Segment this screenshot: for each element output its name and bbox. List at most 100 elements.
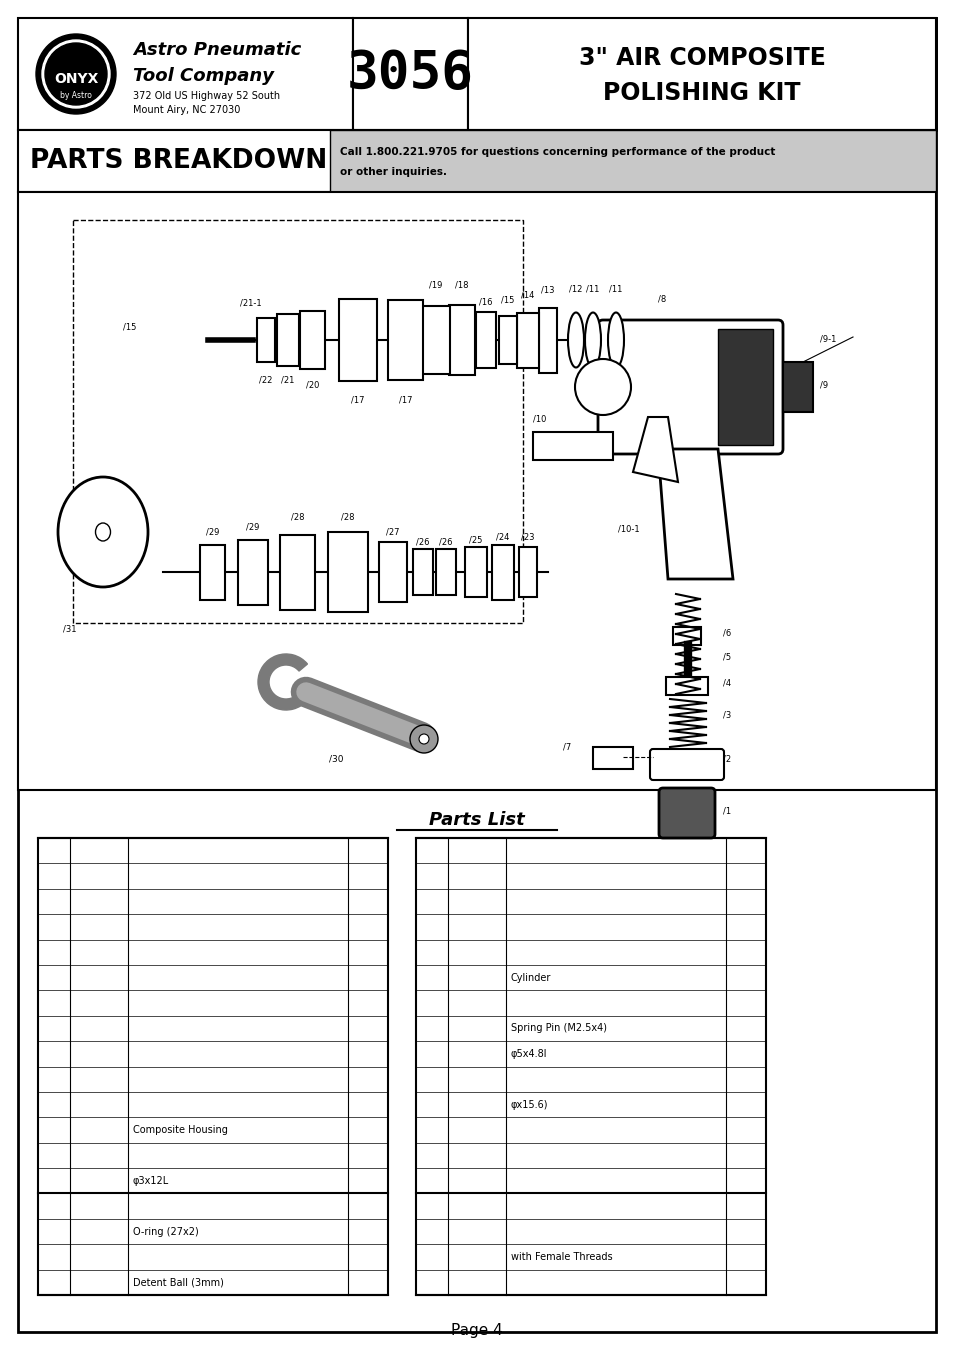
Text: /11: /11 — [586, 285, 599, 294]
Bar — [718, 329, 772, 446]
Bar — [413, 549, 433, 595]
Text: O-ring (27x2): O-ring (27x2) — [132, 1227, 198, 1237]
Bar — [533, 432, 613, 460]
Text: /14: /14 — [520, 290, 534, 300]
Bar — [18, 18, 935, 130]
Text: /29: /29 — [246, 522, 259, 532]
Text: /16: /16 — [478, 297, 493, 306]
Bar — [538, 308, 557, 373]
Text: or other inquiries.: or other inquiries. — [339, 167, 447, 177]
Text: /15: /15 — [123, 323, 136, 332]
Text: POLISHING KIT: POLISHING KIT — [602, 81, 800, 105]
Bar — [18, 130, 935, 192]
Bar — [328, 532, 368, 612]
Text: /21: /21 — [281, 375, 294, 385]
Text: ONYX: ONYX — [53, 72, 98, 86]
Bar — [18, 192, 935, 790]
Bar — [665, 676, 707, 695]
Text: Detent Ball (3mm): Detent Ball (3mm) — [132, 1277, 224, 1288]
Bar — [280, 535, 315, 609]
Bar — [338, 298, 376, 381]
Text: /18: /18 — [455, 281, 468, 289]
Circle shape — [45, 43, 107, 105]
Bar — [378, 541, 407, 602]
Bar — [468, 18, 935, 130]
Bar — [73, 220, 522, 622]
Text: /12: /12 — [569, 285, 582, 294]
Text: Astro Pneumatic: Astro Pneumatic — [132, 40, 301, 59]
Bar — [476, 312, 496, 369]
Circle shape — [410, 725, 437, 753]
Bar — [330, 130, 935, 192]
Text: /26: /26 — [416, 537, 429, 547]
Text: /26: /26 — [438, 537, 453, 547]
Text: φx15.6): φx15.6) — [511, 1100, 548, 1110]
Text: /28: /28 — [341, 513, 355, 521]
Text: Parts List: Parts List — [429, 811, 524, 829]
Polygon shape — [658, 450, 732, 579]
FancyBboxPatch shape — [659, 788, 714, 838]
Bar — [421, 306, 450, 374]
Text: /27: /27 — [386, 528, 399, 536]
Text: /20: /20 — [306, 381, 319, 390]
Ellipse shape — [567, 312, 583, 367]
Text: /9-1: /9-1 — [820, 335, 836, 344]
Text: /3: /3 — [722, 710, 731, 720]
Bar — [782, 362, 812, 412]
Bar — [517, 312, 538, 367]
Text: /30: /30 — [329, 755, 343, 764]
Text: Spring Pin (M2.5x4): Spring Pin (M2.5x4) — [511, 1023, 606, 1033]
Text: Mount Airy, NC 27030: Mount Airy, NC 27030 — [132, 105, 240, 115]
Text: by Astro: by Astro — [60, 92, 91, 100]
Circle shape — [575, 359, 630, 414]
Text: Page 4: Page 4 — [451, 1323, 502, 1338]
Ellipse shape — [95, 522, 111, 541]
Bar — [518, 547, 537, 597]
FancyBboxPatch shape — [598, 320, 782, 454]
Bar — [593, 747, 633, 769]
Bar — [449, 305, 475, 375]
Text: /23: /23 — [520, 532, 535, 541]
Bar — [256, 319, 274, 362]
Text: 3" AIR COMPOSITE: 3" AIR COMPOSITE — [578, 46, 824, 70]
Text: /25: /25 — [469, 536, 482, 544]
Text: Tool Company: Tool Company — [132, 68, 274, 85]
Text: Cylinder: Cylinder — [511, 972, 551, 983]
Text: 3056: 3056 — [347, 49, 474, 100]
Bar — [38, 838, 388, 1295]
Bar — [416, 838, 765, 1295]
Ellipse shape — [607, 312, 623, 367]
Text: /28: /28 — [291, 513, 304, 521]
Text: /24: /24 — [496, 532, 509, 541]
Circle shape — [42, 40, 110, 108]
Text: /4: /4 — [722, 678, 730, 687]
Text: /17: /17 — [351, 396, 364, 405]
Text: φ5x4.8l: φ5x4.8l — [511, 1049, 547, 1058]
Text: /1: /1 — [722, 806, 730, 815]
Text: /13: /13 — [540, 285, 554, 294]
Text: /15: /15 — [500, 296, 515, 305]
Wedge shape — [257, 653, 307, 710]
Bar — [276, 315, 298, 366]
Text: Call 1.800.221.9705 for questions concerning performance of the product: Call 1.800.221.9705 for questions concer… — [339, 147, 775, 157]
Ellipse shape — [584, 312, 600, 367]
Text: /10: /10 — [533, 414, 546, 424]
Bar — [436, 549, 456, 595]
Text: /29: /29 — [206, 528, 219, 536]
Bar — [300, 310, 325, 369]
Text: PARTS BREAKDOWN: PARTS BREAKDOWN — [30, 148, 327, 174]
Text: /21-1: /21-1 — [240, 298, 261, 306]
Text: /6: /6 — [722, 628, 731, 637]
Bar — [464, 547, 486, 597]
Text: /8: /8 — [658, 296, 665, 304]
Text: /19: /19 — [429, 281, 442, 289]
Circle shape — [36, 34, 116, 113]
Bar — [200, 544, 225, 599]
FancyBboxPatch shape — [649, 749, 723, 780]
Circle shape — [418, 734, 429, 744]
Text: /31: /31 — [63, 625, 76, 634]
Text: /11: /11 — [609, 285, 622, 294]
Text: with Female Threads: with Female Threads — [511, 1251, 612, 1262]
Text: /22: /22 — [259, 375, 273, 385]
Text: φ3x12L: φ3x12L — [132, 1176, 169, 1185]
